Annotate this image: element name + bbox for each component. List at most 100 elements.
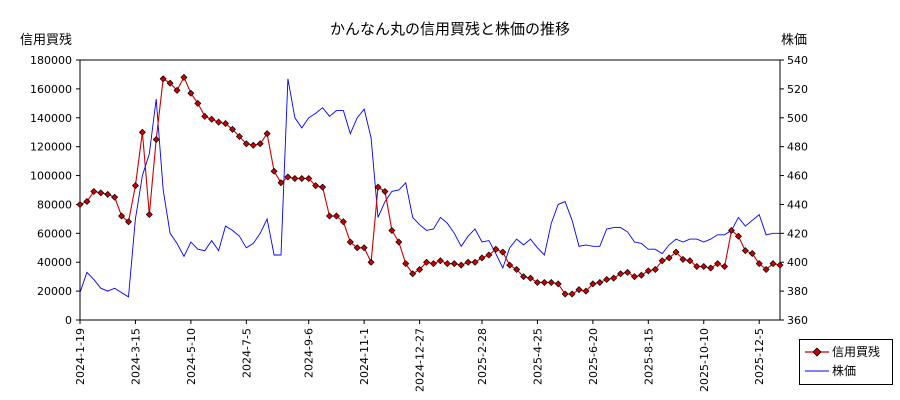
data-point-margin-balance (443, 260, 451, 268)
data-point-margin-balance (741, 247, 749, 255)
data-point-margin-balance (187, 89, 195, 97)
data-point-margin-balance (561, 290, 569, 298)
data-point-margin-balance (436, 257, 444, 265)
data-point-margin-balance (679, 255, 687, 263)
data-point-margin-balance (644, 267, 652, 275)
data-point-margin-balance (90, 187, 98, 195)
data-point-margin-balance (450, 260, 458, 268)
right-tick-label: 400 (787, 256, 808, 269)
x-tick-label: 2025-8-15 (642, 328, 655, 385)
series-line-margin-balance (79, 76, 781, 295)
data-point-margin-balance (228, 125, 236, 133)
right-tick-label: 380 (787, 285, 808, 298)
data-point-margin-balance (755, 260, 763, 268)
data-point-margin-balance (180, 73, 188, 81)
data-point-margin-balance (457, 261, 465, 269)
left-tick-label: 20000 (37, 285, 72, 298)
data-point-margin-balance (527, 274, 534, 282)
data-point-margin-balance (637, 271, 645, 279)
data-point-margin-balance (305, 174, 313, 182)
left-tick-label: 60000 (37, 227, 72, 240)
right-tick-label: 540 (787, 54, 808, 67)
x-tick-label: 2024-3-15 (129, 328, 142, 385)
data-point-margin-balance (125, 218, 133, 226)
data-point-margin-balance (312, 182, 320, 190)
data-point-margin-balance (339, 218, 347, 226)
legend-label-margin-balance: 信用買残 (832, 345, 881, 359)
x-tick-label: 2025-4-25 (531, 328, 544, 385)
legend-label-stock-price: 株価 (832, 364, 857, 378)
data-point-margin-balance (492, 245, 500, 253)
data-point-margin-balance (395, 238, 403, 246)
data-point-margin-balance (111, 193, 119, 201)
left-tick-label: 180000 (30, 54, 72, 67)
data-point-margin-balance (291, 174, 299, 182)
legend-swatch-line-icon (805, 370, 829, 372)
right-tick-label: 440 (787, 198, 808, 211)
data-point-margin-balance (173, 86, 181, 94)
left-tick-label: 40000 (37, 256, 72, 269)
data-point-margin-balance (624, 268, 632, 276)
data-point-margin-balance (215, 118, 223, 126)
right-axis-label: 株価 (781, 33, 808, 48)
data-point-margin-balance (603, 276, 611, 284)
x-tick-label: 2025-12-5 (753, 328, 766, 385)
data-point-margin-balance (367, 258, 375, 266)
data-point-margin-balance (145, 211, 153, 219)
data-point-margin-balance (201, 112, 209, 120)
data-point-margin-balance (464, 258, 472, 266)
data-point-margin-balance (686, 257, 694, 265)
left-tick-label: 160000 (30, 83, 72, 96)
data-point-margin-balance (194, 99, 202, 107)
data-point-margin-balance (714, 260, 722, 268)
left-tick-label: 120000 (30, 141, 72, 154)
data-point-margin-balance (76, 200, 84, 208)
data-point-margin-balance (270, 167, 278, 175)
left-tick-label: 100000 (30, 170, 72, 183)
data-point-margin-balance (97, 189, 105, 197)
data-point-margin-balance (381, 187, 389, 195)
data-point-margin-balance (284, 173, 292, 181)
data-point-margin-balance (374, 183, 382, 191)
right-tick-label: 360 (787, 314, 808, 327)
data-point-margin-balance (152, 135, 160, 143)
x-tick-label: 2024-1-19 (74, 328, 87, 385)
data-point-margin-balance (610, 274, 618, 282)
x-tick-label: 2024-12-27 (414, 328, 427, 392)
data-point-margin-balance (208, 115, 216, 123)
data-point-margin-balance (471, 258, 479, 266)
x-tick-label: 2024-7-5 (240, 328, 253, 378)
data-point-margin-balance (263, 130, 271, 138)
data-point-margin-balance (748, 250, 756, 258)
data-point-margin-balance (727, 226, 735, 234)
right-tick-label: 480 (787, 141, 808, 154)
data-point-margin-balance (665, 254, 673, 262)
data-point-margin-balance (617, 270, 625, 278)
data-point-margin-balance (651, 265, 659, 273)
x-tick-label: 2025-6-20 (587, 328, 600, 385)
data-point-margin-balance (277, 179, 285, 187)
series-line-stock-price (79, 78, 780, 298)
data-point-margin-balance (700, 263, 708, 271)
data-point-margin-balance (83, 198, 91, 206)
data-point-margin-balance (346, 238, 354, 246)
data-point-margin-balance (222, 120, 230, 128)
data-point-margin-balance (596, 278, 604, 286)
legend: 信用買残 株価 (799, 339, 893, 385)
data-point-margin-balance (409, 270, 417, 278)
data-point-margin-balance (721, 263, 729, 271)
left-tick-label: 80000 (37, 198, 72, 211)
data-point-margin-balance (478, 254, 486, 262)
data-point-margin-balance (104, 190, 112, 198)
x-tick-label: 2025-10-10 (698, 328, 711, 392)
data-point-margin-balance (499, 248, 507, 256)
data-point-margin-balance (298, 174, 306, 182)
data-point-margin-balance (582, 287, 590, 295)
data-point-margin-balance (554, 280, 562, 288)
data-point-margin-balance (131, 182, 139, 190)
data-point-margin-balance (734, 232, 742, 240)
data-point-margin-balance (547, 278, 555, 286)
data-point-margin-balance (326, 212, 333, 220)
data-point-margin-balance (256, 140, 264, 148)
